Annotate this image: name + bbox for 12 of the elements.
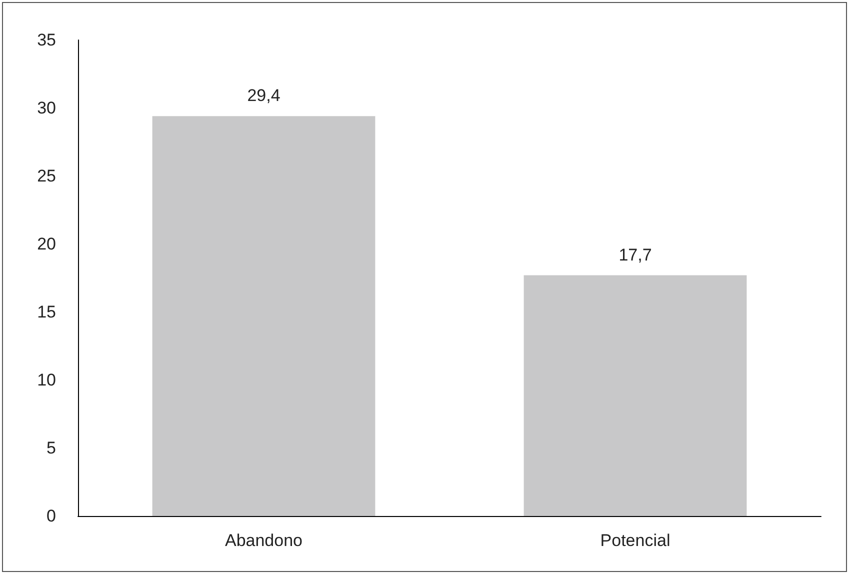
- y-tick-label: 35: [37, 30, 56, 50]
- y-tick-label: 15: [37, 302, 56, 322]
- x-tick-label: Potencial: [600, 531, 670, 550]
- x-tick-label: Abandono: [224, 531, 303, 550]
- y-tick-label: 20: [37, 234, 56, 254]
- y-tick-label: 0: [46, 506, 56, 526]
- data-label: 17,7: [618, 245, 652, 264]
- y-tick-label: 5: [46, 438, 56, 458]
- data-label: 29,4: [247, 86, 280, 106]
- y-tick-label: 25: [37, 166, 56, 186]
- y-tick-label: 30: [37, 98, 56, 118]
- y-tick-label: 10: [37, 370, 56, 390]
